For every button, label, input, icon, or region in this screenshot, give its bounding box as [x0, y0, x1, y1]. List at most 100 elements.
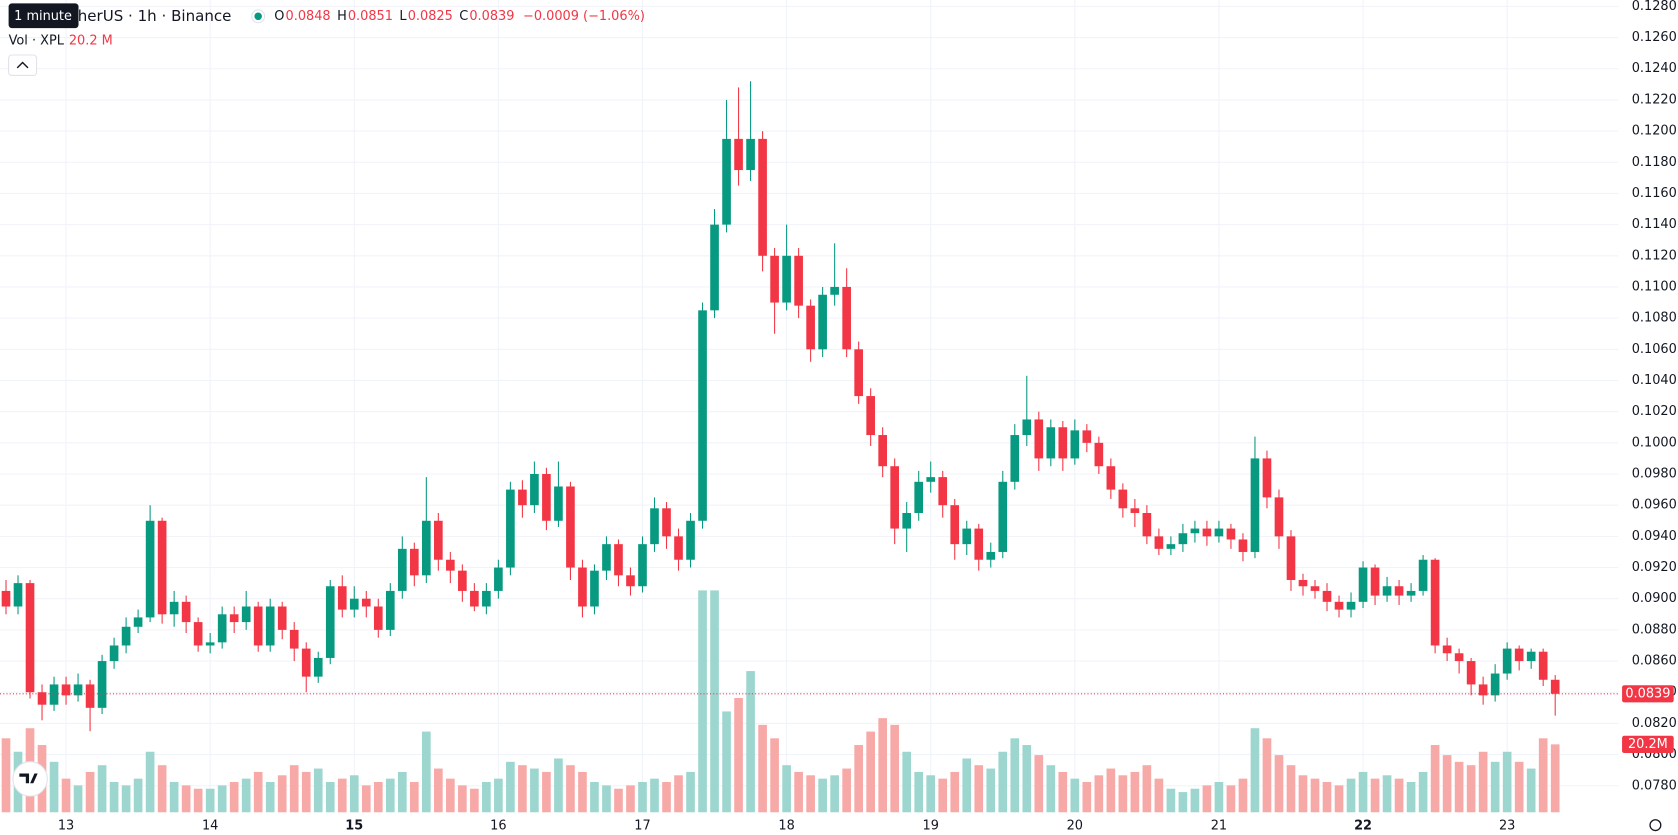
candle-body [1478, 684, 1488, 696]
x-tick-label: 21 [1211, 819, 1227, 834]
x-tick-label: 18 [778, 819, 794, 834]
volume-bar [1334, 785, 1344, 813]
y-tick-label: 0.0980 [1632, 467, 1677, 482]
volume-bar [806, 775, 815, 813]
candle-body [458, 570, 467, 591]
candle-body [674, 536, 683, 560]
candle-body [482, 590, 491, 607]
x-tick-label: 23 [1499, 819, 1515, 834]
candle-body [1082, 430, 1092, 443]
volume-bar [133, 778, 143, 813]
volume-bar [554, 758, 563, 813]
volume-bar [614, 788, 623, 813]
candle-body [542, 474, 551, 521]
volume-bar [542, 771, 551, 813]
candle-body [1022, 419, 1032, 436]
candle-body [1526, 651, 1536, 662]
volume-bar [289, 765, 299, 813]
candle-body [1442, 645, 1452, 654]
collapse-icon [16, 61, 29, 69]
candle-body [49, 684, 59, 705]
ohlc-value: 0.0839 [469, 9, 514, 24]
candle-body [554, 486, 563, 521]
candle-body [986, 551, 996, 560]
volume-bar [1514, 761, 1524, 813]
logo[interactable] [12, 761, 48, 797]
volume-bar [205, 788, 215, 813]
last-volume-badge [1622, 735, 1674, 753]
volume-bar [902, 751, 912, 813]
volume-bar [73, 785, 83, 813]
candle-body [1118, 489, 1128, 509]
volume-bar [1550, 744, 1560, 813]
candle-body [1190, 528, 1200, 534]
collapse-button[interactable] [8, 54, 38, 76]
candle-body [914, 481, 924, 513]
volume-bar [397, 771, 407, 813]
volume-bar [1190, 788, 1200, 813]
volume-bar [313, 768, 323, 813]
volume-bar [662, 782, 671, 813]
y-tick-label: 0.1060 [1632, 342, 1677, 357]
volume-bar [734, 697, 743, 813]
y-tick-label: 0.1000 [1632, 435, 1677, 450]
candle-body [1466, 661, 1476, 685]
volume-bar [830, 775, 839, 813]
candle-body [1394, 586, 1404, 596]
candle-body [61, 684, 71, 696]
ohlc-key: L [399, 9, 407, 24]
volume-bar [1130, 771, 1140, 813]
volume-bar [301, 771, 311, 813]
volume-bar [878, 718, 887, 813]
volume-bar [241, 778, 251, 813]
volume-bar [1310, 778, 1320, 813]
volume-bar [914, 771, 924, 813]
candle-body [325, 586, 335, 658]
volume-bar [1322, 782, 1332, 813]
volume-bar [1118, 775, 1128, 813]
volume-bar [1, 738, 11, 813]
volume-bar [482, 782, 491, 813]
volume-bar [926, 775, 936, 813]
volume-bar [349, 775, 359, 813]
y-tick-label: 0.0860 [1632, 654, 1677, 669]
status-dot [254, 12, 262, 21]
candle-body [1430, 559, 1440, 646]
y-tick-label: 0.0880 [1632, 622, 1677, 637]
volume-bar [121, 785, 131, 813]
candle-body [349, 598, 359, 610]
settings-button[interactable] [1649, 819, 1662, 832]
volume-bar [277, 775, 287, 813]
ohlc-key: O [274, 9, 284, 24]
volume-bar [986, 768, 996, 813]
candle-body [758, 138, 767, 256]
symbol-title[interactable]: TetherUS · 1h · Binance [55, 7, 231, 25]
candle-body [1310, 586, 1320, 591]
candle-body [1226, 528, 1236, 540]
volume-bar [1106, 768, 1116, 813]
y-tick-label: 0.1160 [1632, 186, 1677, 201]
volume-bar [1490, 761, 1500, 813]
candle-body [121, 626, 131, 646]
volume-bar [1202, 785, 1212, 813]
volume-bar [1226, 785, 1236, 813]
volume-bar [1466, 765, 1476, 813]
y-tick-label: 0.1220 [1632, 92, 1677, 107]
candle-body [1034, 419, 1044, 459]
volume-bar [1154, 778, 1164, 813]
volume-bar [506, 761, 515, 813]
volume-bar [518, 765, 527, 813]
volume-bar [494, 778, 503, 813]
candle-body [878, 435, 887, 467]
candle-body [422, 520, 431, 576]
change: −0.0009 (−1.06%) [523, 9, 645, 24]
candle-body [638, 544, 647, 587]
candle-body [85, 684, 95, 708]
candle-body [1, 590, 11, 607]
ohlc-value: 0.0851 [348, 9, 393, 24]
x-tick-label: 15 [345, 819, 363, 834]
volume-bar [145, 751, 155, 813]
candle-body [1142, 512, 1152, 537]
last-price-badge [1622, 685, 1674, 703]
